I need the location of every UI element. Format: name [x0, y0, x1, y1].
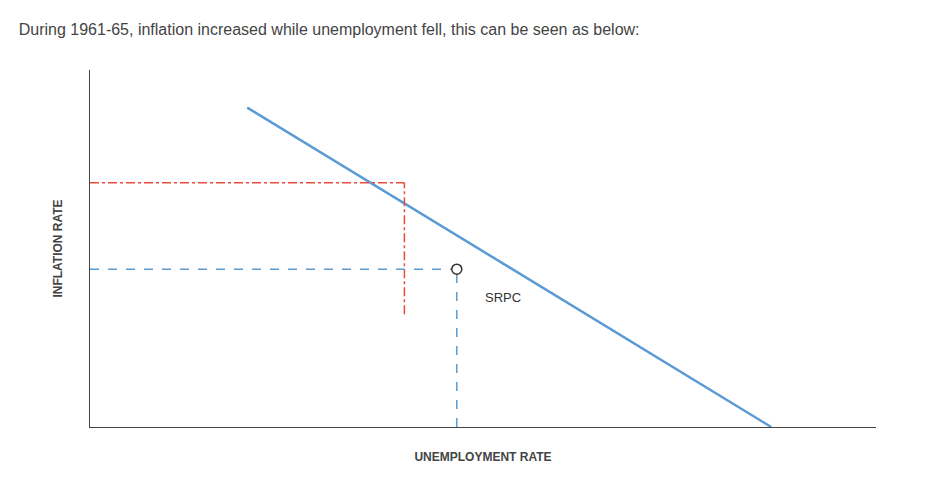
svg-text:SRPC: SRPC: [485, 290, 521, 305]
svg-text:INFLATION RATE: INFLATION RATE: [51, 199, 65, 297]
svg-text:UNEMPLOYMENT RATE: UNEMPLOYMENT RATE: [414, 450, 551, 464]
svg-text:During 1961-65, inflation incr: During 1961-65, inflation increased whil…: [19, 21, 640, 38]
